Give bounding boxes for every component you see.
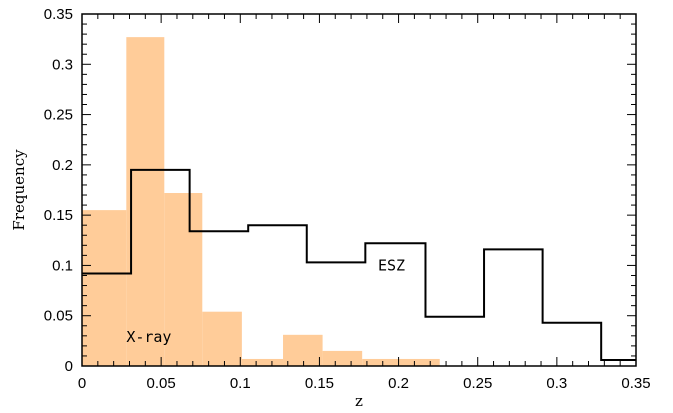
plot-frame: [81, 13, 637, 367]
xray-annotation: X-ray: [126, 328, 171, 346]
y-axis-label: Frequency: [10, 149, 28, 231]
xray-bar-4: [241, 358, 284, 366]
y-tick-labels: 0 0.05 0.1 0.15 0.2 0.25 0.3 0.35: [44, 6, 73, 375]
y-tick-label: 0.3: [52, 56, 73, 73]
xray-histogram-bars: [82, 37, 440, 366]
y-tick-label: 0.2: [52, 157, 73, 174]
xray-bar-0: [82, 210, 127, 366]
xray-bar-6: [322, 350, 363, 366]
esz-step-histogram-line: [82, 168, 636, 361]
x-axis-label: z: [355, 392, 363, 410]
x-tick-label: 0.3: [546, 375, 567, 392]
x-tick-label: 0.15: [305, 375, 334, 392]
y-tick-label: 0: [65, 358, 73, 375]
esz-annotation: ESZ: [378, 256, 405, 274]
x-tick-label: 0.2: [388, 375, 409, 392]
xray-bar-2: [164, 193, 203, 366]
x-tick-labels: 0 0.05 0.1 0.15 0.2 0.25 0.3 0.35: [78, 375, 651, 392]
xray-bar-3: [202, 311, 242, 366]
xray-bar-7: [362, 358, 440, 366]
y-tick-label: 0.15: [44, 207, 73, 224]
x-tick-label: 0: [78, 375, 86, 392]
y-tick-label: 0.25: [44, 107, 73, 124]
y-tick-label: 0.35: [44, 6, 73, 23]
xray-bar-1: [126, 37, 165, 366]
x-tick-label: 0.35: [621, 375, 650, 392]
x-tick-label: 0.1: [230, 375, 251, 392]
x-tick-label: 0.05: [147, 375, 176, 392]
y-tick-label: 0.05: [44, 308, 73, 325]
y-tick-label: 0.1: [52, 257, 73, 274]
axis-ticks: [81, 13, 637, 367]
x-tick-label: 0.25: [463, 375, 492, 392]
xray-bar-5: [283, 334, 323, 366]
